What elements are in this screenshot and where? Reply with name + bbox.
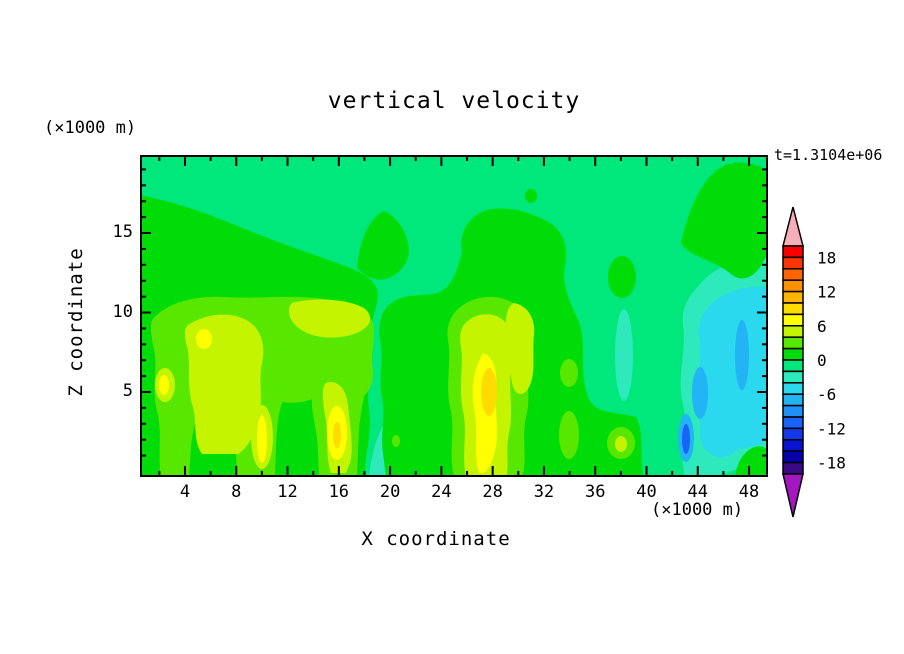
colorbar-label: 18: [817, 248, 836, 267]
chartreuse-dot-bottom: [392, 435, 400, 447]
gold-center-x16: [333, 422, 341, 448]
colorbar-cell: [782, 325, 804, 338]
yellow-spot-lower-left: [196, 329, 212, 349]
colorbar-cell: [782, 416, 804, 430]
colorbar-svg: 18 12 6 0 -6 -12 -18: [782, 206, 846, 518]
contour-field: [140, 155, 768, 477]
ygreen-lens-left: [288, 299, 370, 338]
colorbar-cell: [782, 336, 804, 350]
yellow-spot-far-left: [159, 375, 169, 395]
x-tick-label: 44: [687, 482, 708, 502]
colorbar-cell: [782, 268, 804, 281]
x-axis-title: X coordinate: [361, 528, 511, 550]
x-tick-label: 48: [738, 482, 760, 502]
green-mid-triangle: [357, 211, 409, 280]
right-downdraft-light-column-a: [692, 367, 708, 419]
colorbar-over-arrow: [782, 206, 804, 247]
colorbar-label: -12: [817, 419, 846, 438]
colorbar-cell: [782, 461, 804, 475]
colorbar-cell: [782, 370, 804, 384]
green-bottom-right-corner: [735, 446, 768, 477]
y-tick-label: 5: [122, 381, 133, 401]
y-axis-units-label: (×1000 m): [44, 118, 137, 138]
x-tick-label: 4: [179, 482, 191, 502]
colorbar-cell: [782, 302, 804, 316]
colorbar-cell: [782, 393, 804, 407]
x-tick-label: 8: [231, 482, 242, 502]
colorbar-tick-labels: 18 12 6 0 -6 -12 -18: [817, 248, 846, 472]
ygreen-lower-left-core: [184, 314, 264, 454]
colorbar-cell: [782, 382, 804, 395]
y-tick-label: 15: [112, 222, 133, 242]
colorbar-label: -6: [817, 385, 836, 404]
colorbar-cell: [782, 313, 804, 327]
right-downdraft-cyan: [697, 286, 768, 458]
colorbar-cell: [782, 279, 804, 293]
colorbar-cell: [782, 439, 804, 452]
x-tick-label: 28: [482, 482, 503, 502]
green-dot-top-center: [525, 189, 537, 203]
green-upper-right-mass: [681, 162, 768, 279]
colorbar-cell: [782, 427, 804, 441]
colorbar-cells: [782, 245, 804, 475]
chartreuse-cell-b: [559, 411, 579, 459]
contour-plot-svg: [140, 155, 768, 477]
contour-plot-area: [140, 155, 768, 477]
colorbar-cell: [782, 347, 804, 361]
colorbar-cell: [782, 256, 804, 270]
colorbar-cell: [782, 245, 804, 259]
x-tick-label: 40: [636, 482, 657, 502]
colorbar-under-arrow: [782, 473, 804, 518]
ygreen-cell-c-core: [615, 436, 627, 452]
y-tick-label: 10: [112, 301, 133, 322]
yellow-plume-x28: [472, 353, 498, 473]
x-tick-label: 16: [328, 482, 350, 502]
x-tick-label: 24: [431, 482, 452, 502]
colorbar-label: 0: [817, 351, 827, 370]
plot-title: vertical velocity: [327, 88, 581, 114]
mid-right-seafoam-streak: [615, 309, 633, 401]
right-downdraft-blue-streak-core: [682, 424, 690, 454]
right-downdraft-light-column-b: [735, 320, 749, 390]
colorbar-cell: [782, 450, 804, 464]
ygreen-plume-x28-right: [506, 303, 535, 394]
x-tick-label: 36: [584, 482, 606, 502]
time-annotation: t=1.3104e+06: [774, 146, 883, 164]
green-island-mid-right: [608, 256, 636, 298]
gold-core-x28: [481, 368, 497, 416]
colorbar-label: 6: [817, 317, 827, 336]
x-tick-label: 32: [533, 482, 555, 502]
colorbar-cell: [782, 359, 804, 373]
colorbar: 18 12 6 0 -6 -12 -18: [775, 192, 904, 526]
x-tick-label: 20: [379, 482, 401, 502]
colorbar-cell: [782, 290, 804, 304]
yellow-streak-x10: [257, 415, 267, 463]
y-axis-title: Z coordinate: [65, 247, 87, 397]
x-tick-label: 12: [277, 482, 298, 502]
colorbar-label: -18: [817, 454, 846, 473]
plot-border: [140, 155, 768, 477]
chartreuse-cell-a: [560, 359, 578, 387]
colorbar-cell: [782, 404, 804, 418]
colorbar-label: 12: [817, 283, 836, 302]
x-axis-units-label: (×1000 m): [651, 500, 744, 520]
